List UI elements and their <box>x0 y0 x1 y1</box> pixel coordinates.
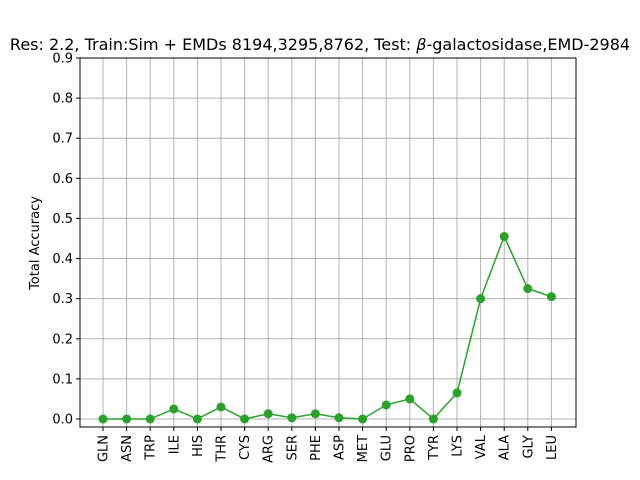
y-tick-label: 0.3 <box>52 292 73 307</box>
x-tick-label: GLU <box>380 435 395 461</box>
data-point <box>381 400 391 410</box>
data-point <box>546 292 556 302</box>
title-suffix: -galactosidase,EMD-2984 <box>427 35 631 54</box>
data-point <box>358 414 368 424</box>
y-axis-label: Total Accuracy <box>28 196 43 291</box>
x-tick-label: MET <box>356 435 371 462</box>
data-point <box>145 414 155 424</box>
data-point <box>216 402 226 412</box>
chart-title: Res: 2.2, Train:Sim + EMDs 8194,3295,876… <box>10 35 630 54</box>
x-tick-label: CYS <box>238 435 253 460</box>
data-point <box>240 414 250 424</box>
x-tick-label: ASP <box>333 435 348 460</box>
title-beta: β <box>415 35 426 54</box>
y-tick-label: 0.7 <box>52 132 73 147</box>
x-tick-label: THR <box>215 435 230 463</box>
x-tick-label: PRO <box>403 435 418 462</box>
data-point <box>499 231 509 241</box>
y-tick-label: 0.2 <box>52 332 73 347</box>
plot-area <box>80 58 576 427</box>
tick-labels: 0.0 0.1 0.2 0.3 0.4 0.5 0.6 0.7 0.8 0.9 GLN ASN TRP I… <box>52 52 560 464</box>
plot-frame <box>79 57 577 428</box>
data-point <box>428 414 438 424</box>
data-point <box>169 404 179 414</box>
series-group <box>98 231 556 424</box>
y-tick-label: 0.5 <box>52 212 73 227</box>
x-tick-label: ILE <box>167 435 182 454</box>
data-point <box>122 414 132 424</box>
y-tick-label: 0.9 <box>52 52 73 67</box>
y-tick-label: 0.1 <box>52 372 73 387</box>
y-tick-label: 0.0 <box>52 412 73 427</box>
data-point <box>452 388 462 398</box>
data-point <box>334 413 344 423</box>
x-tick-label: PHE <box>309 435 324 461</box>
data-point <box>192 414 202 424</box>
y-tick-label: 0.8 <box>52 92 73 107</box>
x-tick-label: LEU <box>545 435 560 460</box>
data-point <box>523 284 533 294</box>
x-tick-label: HIS <box>191 435 206 457</box>
x-tick-label: ARG <box>262 435 277 463</box>
y-tick-label: 0.6 <box>52 172 73 187</box>
x-tick-label: ASN <box>120 435 135 462</box>
x-tick-label: SER <box>285 435 300 461</box>
grid <box>80 57 576 427</box>
axes <box>76 57 577 431</box>
x-tick-label: GLN <box>97 435 112 462</box>
data-point <box>476 294 486 304</box>
data-point <box>263 409 273 419</box>
x-tick-label: GLY <box>521 435 536 459</box>
data-point <box>98 414 108 424</box>
data-point <box>405 394 415 404</box>
x-tick-label: VAL <box>474 434 489 459</box>
x-tick-label: TYR <box>427 435 442 461</box>
y-tick-label: 0.4 <box>52 252 73 267</box>
data-point <box>287 413 297 423</box>
x-tick-label: TRP <box>144 435 159 461</box>
data-point <box>310 409 320 419</box>
title-prefix: Res: 2.2, Train:Sim + EMDs 8194,3295,876… <box>10 35 416 54</box>
x-tick-label: ALA <box>498 435 513 460</box>
x-tick-label: LYS <box>451 435 466 457</box>
